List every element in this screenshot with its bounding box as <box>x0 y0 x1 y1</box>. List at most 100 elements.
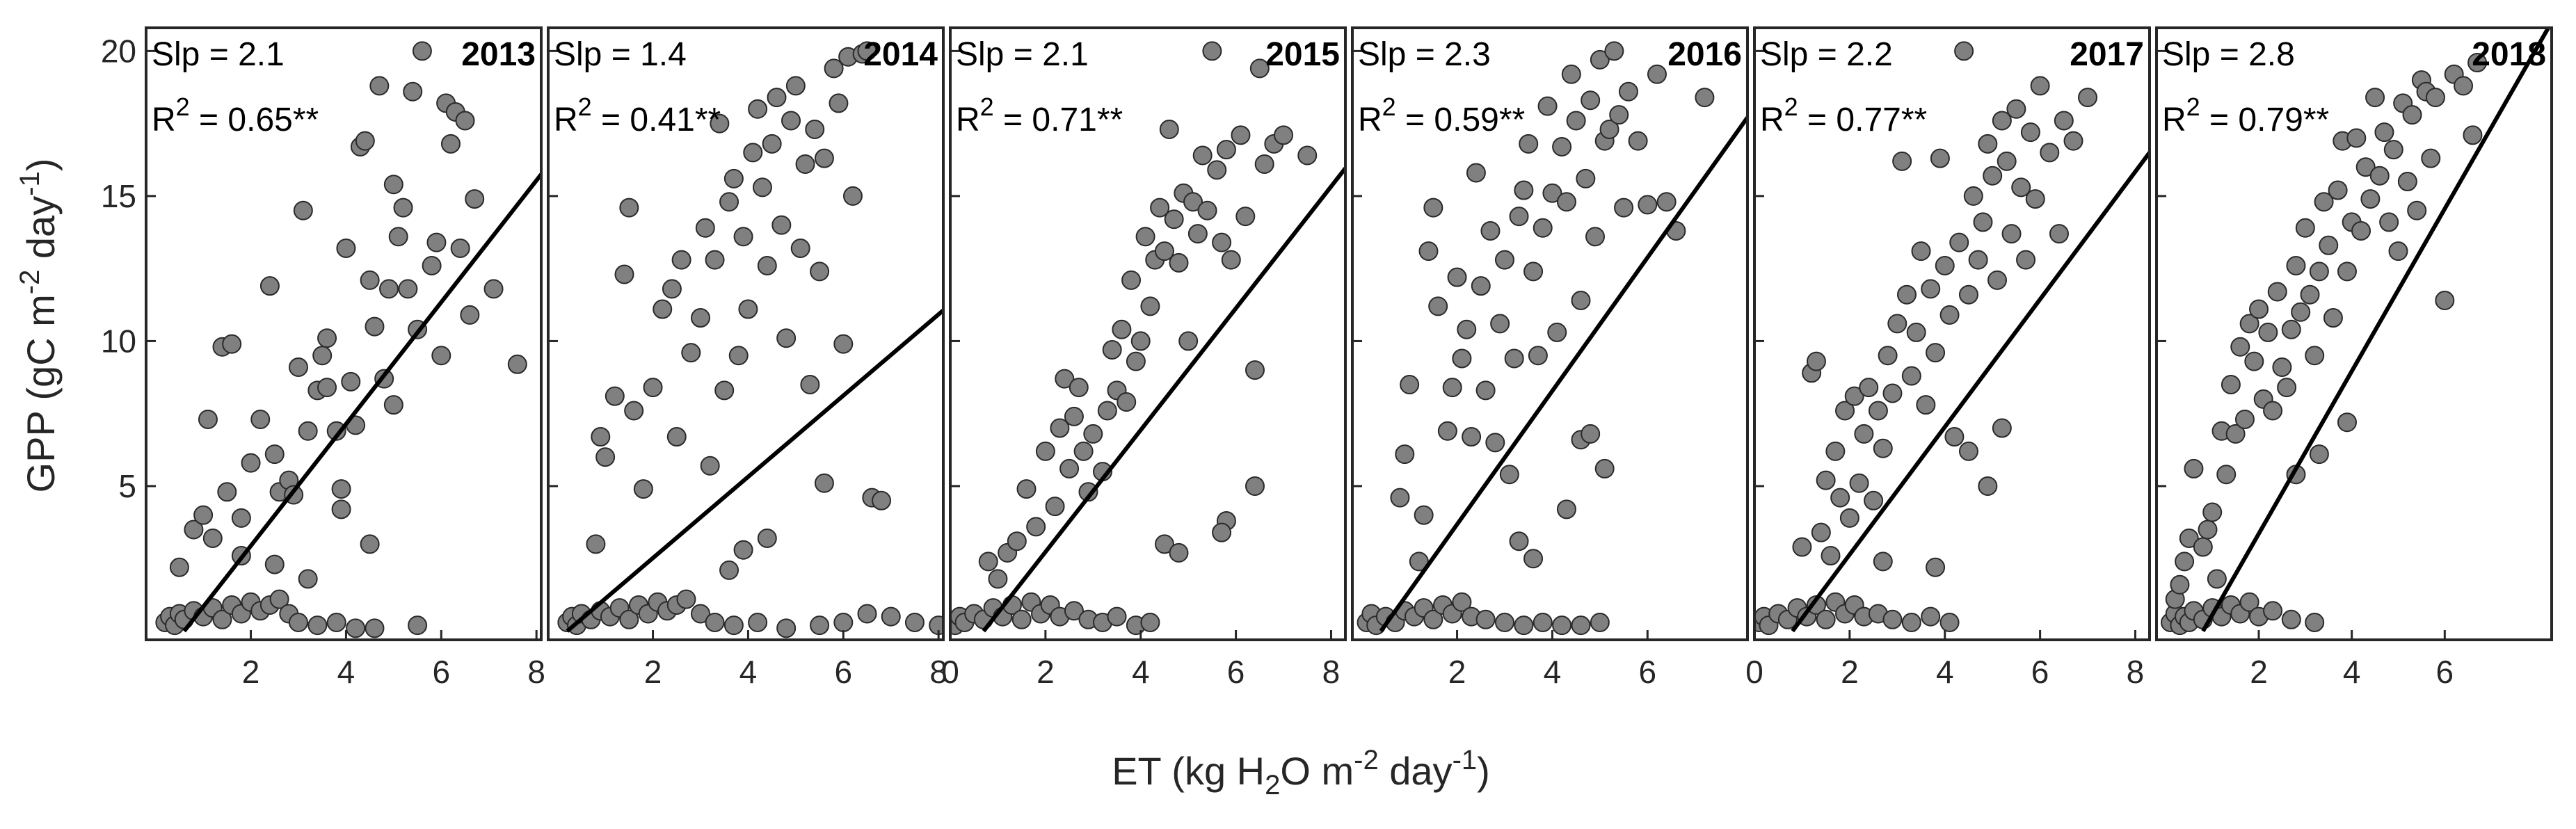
data-point <box>1231 125 1251 145</box>
data-point <box>1576 168 1596 188</box>
data-point <box>1485 433 1505 453</box>
data-point <box>2078 88 2098 108</box>
data-point <box>705 250 725 270</box>
data-point <box>1178 331 1199 351</box>
data-point <box>700 456 720 476</box>
data-point <box>2001 224 2022 244</box>
x-axis-title-part: O m <box>1280 749 1354 793</box>
data-point <box>202 529 223 549</box>
data-point <box>1816 470 1836 490</box>
data-point <box>1400 374 1420 394</box>
data-point <box>2281 319 2301 339</box>
year-label: 2013 <box>461 36 536 73</box>
data-point <box>2300 284 2320 305</box>
y-tick-label: 20 <box>101 33 136 69</box>
data-point <box>1073 441 1094 461</box>
data-point <box>723 615 744 636</box>
data-point <box>988 569 1008 589</box>
data-point <box>2314 192 2334 212</box>
shared-y-axis: 5 10 15 20 <box>101 33 136 504</box>
data-point <box>1825 441 1846 461</box>
data-point <box>1059 458 1080 478</box>
data-point <box>1212 232 1232 252</box>
data-point <box>1944 427 1965 447</box>
x-tick-label: 6 <box>834 654 852 690</box>
data-point <box>1552 615 1572 636</box>
data-point <box>1930 148 1950 168</box>
data-point <box>1192 145 1213 166</box>
data-point <box>2379 212 2399 232</box>
data-point <box>690 308 710 328</box>
year-label: 2015 <box>1265 36 1340 73</box>
slope-annotation: Slp = 2.1 <box>956 36 1089 73</box>
data-point <box>365 618 385 638</box>
data-point <box>393 198 413 218</box>
panel-points <box>1754 41 2098 636</box>
data-point <box>331 499 351 520</box>
data-point <box>1064 601 1084 621</box>
data-point <box>1107 606 1127 627</box>
data-point <box>1892 151 1912 171</box>
r2-superscript: 2 <box>980 92 994 121</box>
x-axis-title-part: ) <box>1477 749 1490 793</box>
data-point <box>2249 299 2269 319</box>
data-point <box>1958 284 1978 305</box>
data-point <box>1599 119 1619 139</box>
data-point <box>1026 517 1046 537</box>
data-point <box>412 41 432 61</box>
data-point <box>1954 41 1974 61</box>
data-point <box>1835 401 1855 421</box>
x-tick-label: 6 <box>1638 654 1656 690</box>
data-point <box>1916 395 1936 415</box>
data-point <box>1830 488 1850 508</box>
data-point <box>1154 241 1174 261</box>
data-point <box>1911 241 1931 261</box>
r2-symbol: R <box>2162 102 2186 138</box>
data-point <box>771 215 792 235</box>
data-point <box>1045 497 1065 517</box>
regression-line <box>566 308 943 633</box>
data-point <box>1997 151 2017 171</box>
data-point <box>748 99 768 119</box>
data-point <box>1854 424 1874 444</box>
data-point <box>705 612 725 632</box>
data-point <box>2360 189 2381 209</box>
data-point <box>1494 612 1514 632</box>
data-point <box>1806 351 1826 371</box>
x-tick-label: 2 <box>644 654 662 690</box>
data-point <box>666 427 687 447</box>
data-point <box>2397 172 2417 192</box>
data-point <box>767 88 787 108</box>
data-point <box>1457 319 1477 339</box>
data-point <box>1528 346 1548 366</box>
data-point <box>1447 267 1467 287</box>
year-label: 2018 <box>2472 36 2546 73</box>
x-tick-label: 6 <box>2031 654 2049 690</box>
data-point <box>1878 346 1898 366</box>
data-point <box>1963 186 1983 206</box>
data-point <box>1130 331 1151 351</box>
year-label: 2014 <box>863 36 938 73</box>
data-point <box>2407 200 2427 220</box>
data-point <box>1901 612 1921 632</box>
data-point <box>1533 218 1553 238</box>
data-point <box>341 371 361 392</box>
data-point <box>800 374 820 394</box>
data-point <box>2020 122 2040 143</box>
data-point <box>2351 220 2371 241</box>
data-point <box>1183 192 1203 212</box>
data-point <box>676 589 696 609</box>
data-point <box>2374 122 2394 143</box>
data-point <box>1254 154 1274 175</box>
data-point <box>824 58 844 79</box>
data-point <box>1581 90 1601 111</box>
y-tick-label: 15 <box>101 178 136 214</box>
data-point <box>2421 148 2441 168</box>
data-point <box>1571 291 1591 311</box>
data-point <box>2355 157 2376 177</box>
data-point <box>184 520 204 540</box>
data-point <box>1882 383 1903 403</box>
data-point <box>2346 128 2367 148</box>
